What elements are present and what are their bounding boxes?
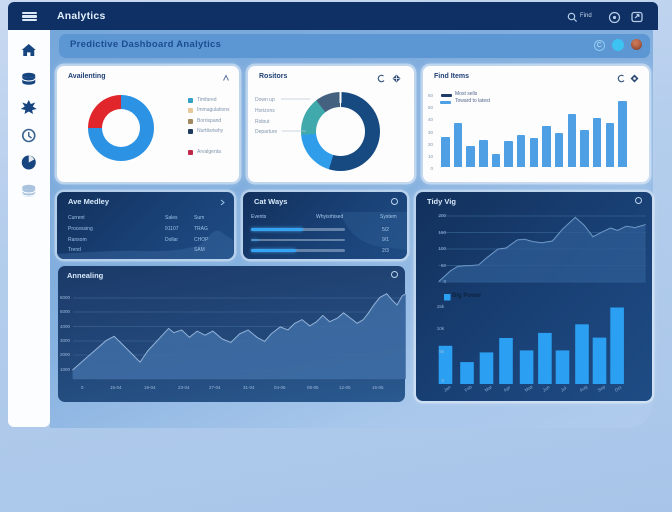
svg-text:Feb: Feb	[464, 384, 474, 393]
svg-text:Aug: Aug	[579, 384, 589, 393]
svg-text:May: May	[524, 383, 534, 392]
svg-text:Jan: Jan	[443, 384, 452, 393]
svg-text:Apr: Apr	[503, 384, 512, 392]
svg-text:Oct: Oct	[614, 384, 623, 393]
svg-text:Sep: Sep	[597, 384, 607, 393]
svg-text:Mar: Mar	[484, 384, 494, 393]
svg-text:Jun: Jun	[542, 384, 551, 393]
svg-text:Jul: Jul	[560, 385, 568, 392]
